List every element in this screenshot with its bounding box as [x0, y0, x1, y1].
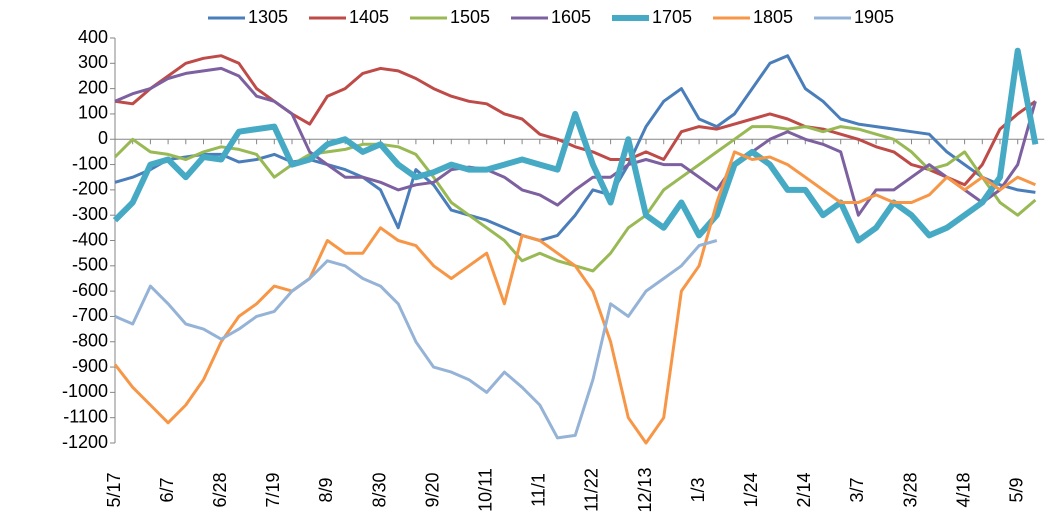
y-tick-label: -1100 — [63, 406, 108, 426]
y-tick-label: 200 — [78, 77, 108, 97]
series-line — [114, 54, 1037, 187]
x-tick-label: 10/11 — [475, 468, 495, 512]
legend-label: 1705 — [652, 7, 692, 27]
y-tick-label: -400 — [72, 229, 108, 249]
x-tick-label: 4/18 — [953, 472, 973, 507]
y-tick-label: -700 — [72, 305, 108, 325]
series-line — [114, 66, 1037, 217]
x-tick-label: 12/13 — [635, 467, 655, 512]
x-tick-label: 7/19 — [263, 472, 283, 507]
x-tick-label: 1/3 — [688, 477, 708, 502]
x-tick-label: 6/28 — [210, 472, 230, 507]
x-tick-label: 11/1 — [529, 473, 549, 507]
legend-label: 1505 — [450, 7, 490, 27]
x-tick-label: 2/14 — [794, 472, 814, 507]
y-tick-label: -300 — [72, 204, 108, 224]
legend-label: 1605 — [551, 7, 591, 27]
series-line — [112, 47, 1039, 244]
legend-label: 1805 — [753, 7, 793, 27]
y-tick-label: -1200 — [62, 432, 108, 452]
y-tick-label: -1000 — [62, 381, 108, 401]
x-tick-label: 9/20 — [422, 472, 442, 507]
x-tick-label: 3/7 — [847, 477, 867, 502]
series-line — [114, 54, 1036, 242]
x-tick-label: 11/22 — [582, 468, 602, 512]
y-tick-label: -600 — [72, 280, 108, 300]
x-tick-label: 8/30 — [369, 472, 389, 507]
x-tick-label: 5/17 — [104, 472, 124, 507]
y-tick-label: 300 — [78, 52, 108, 72]
y-tick-label: 400 — [78, 27, 108, 47]
legend-label: 1305 — [248, 7, 288, 27]
x-tick-label: 8/9 — [316, 477, 336, 502]
x-tick-label: 6/7 — [157, 477, 177, 502]
y-tick-label: 0 — [98, 128, 108, 148]
series-line — [113, 150, 1036, 445]
y-tick-label: -200 — [72, 179, 108, 199]
y-tick-label: -800 — [72, 331, 108, 351]
legend-label: 1405 — [349, 7, 389, 27]
y-tick-label: -100 — [72, 153, 108, 173]
y-tick-label: -900 — [72, 356, 108, 376]
legend-label: 1905 — [854, 7, 894, 27]
x-tick-label: 1/24 — [741, 472, 761, 507]
y-tick-label: -500 — [72, 255, 108, 275]
series-line — [114, 239, 718, 440]
x-tick-label: 3/28 — [900, 472, 920, 507]
x-tick-label: 5/9 — [1006, 477, 1026, 502]
y-tick-label: 100 — [78, 103, 108, 123]
